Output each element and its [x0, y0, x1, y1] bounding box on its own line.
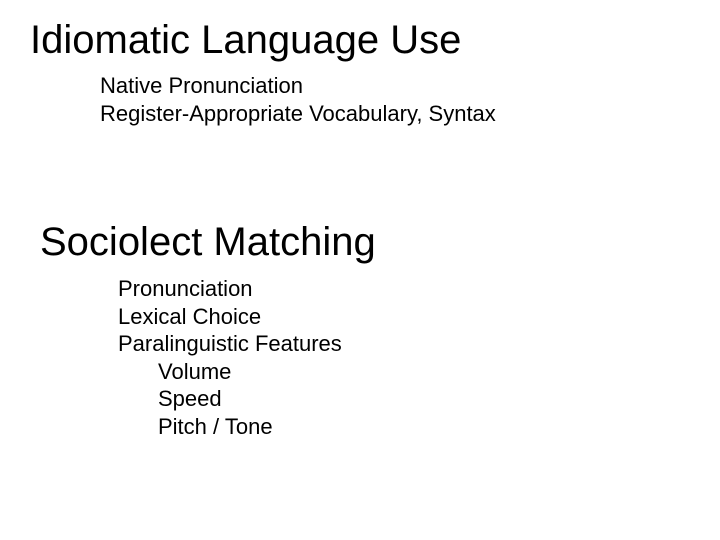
- section2-item: Paralinguistic Features: [118, 330, 342, 358]
- section2-heading: Sociolect Matching: [40, 220, 376, 265]
- section2-list: Pronunciation Lexical Choice Paralinguis…: [118, 275, 342, 440]
- section1-heading: Idiomatic Language Use: [30, 18, 461, 63]
- section1-list: Native Pronunciation Register-Appropriat…: [100, 72, 496, 127]
- section2-subitem: Pitch / Tone: [118, 413, 342, 441]
- section1-item: Register-Appropriate Vocabulary, Syntax: [100, 100, 496, 128]
- section2-subitem: Speed: [118, 385, 342, 413]
- slide: Idiomatic Language Use Native Pronunciat…: [0, 0, 720, 540]
- section1-item: Native Pronunciation: [100, 72, 496, 100]
- section2-subitem: Volume: [118, 358, 342, 386]
- section2-item: Lexical Choice: [118, 303, 342, 331]
- section2-item: Pronunciation: [118, 275, 342, 303]
